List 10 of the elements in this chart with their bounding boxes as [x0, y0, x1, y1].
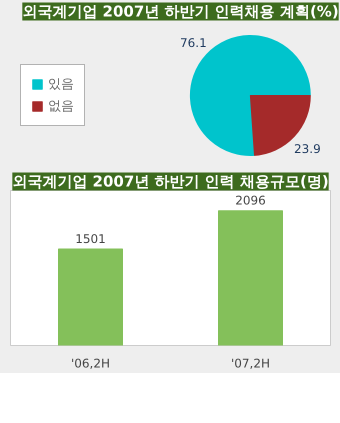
legend-label: 없음	[48, 98, 74, 115]
chart-title: 외국계기업 2007년 하반기 인력채용 계획(%)	[22, 2, 339, 20]
chart-title: 외국계기업 2007년 하반기 인력 채용규모(명)	[12, 172, 329, 190]
data-label: 1501	[75, 232, 106, 246]
data-label: 76.1	[180, 36, 207, 50]
x-tick-label: '06,2H	[70, 356, 110, 370]
legend-label: 있음	[48, 76, 74, 93]
x-tick-label: '07,2H	[230, 356, 270, 370]
data-label: 23.9	[294, 142, 321, 156]
data-label: 2096	[235, 194, 266, 208]
